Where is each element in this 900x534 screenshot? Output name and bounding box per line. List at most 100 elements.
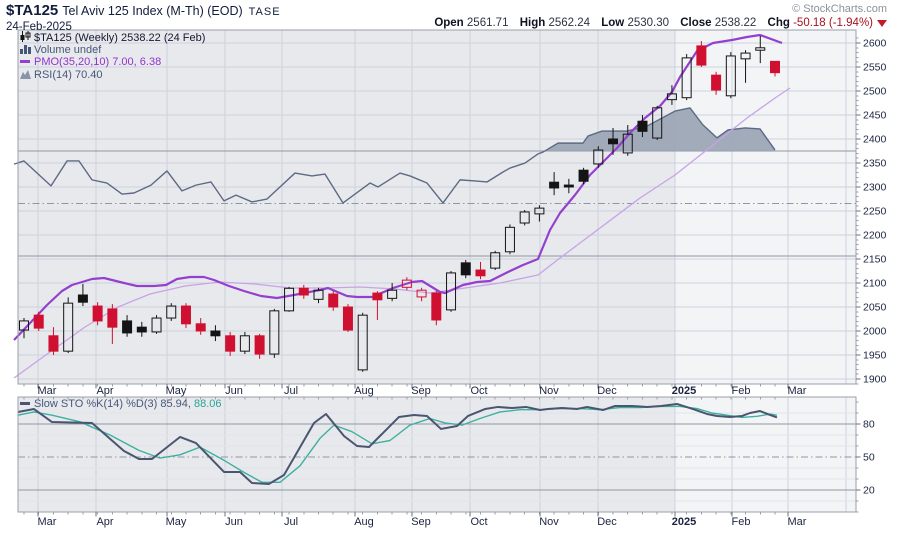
copyright-label: © StockCharts.com — [792, 3, 887, 15]
legend-symbol-line: $TA125 (Weekly) 2538.22 (24 Feb) — [34, 32, 206, 44]
chart-subheader: 24-Feb-2025 Open 2561.71 High 2562.24 Lo… — [6, 17, 894, 33]
candle — [136, 326, 147, 333]
candle — [195, 323, 206, 332]
exchange-label: TASE — [248, 6, 281, 18]
legend-sto-k: Slow STO %K(14) %D(3) 85.94, — [34, 398, 191, 410]
x-axis-label: Apr — [96, 516, 113, 528]
y-axis-label: 2600 — [863, 38, 887, 50]
y-axis-label: 80 — [863, 419, 875, 431]
candle — [239, 335, 250, 352]
x-axis-label: Mar — [788, 385, 807, 397]
close-label: Close — [680, 17, 712, 29]
y-axis-label: 1950 — [863, 350, 887, 362]
candle — [652, 107, 663, 139]
open-label: Open — [434, 17, 464, 29]
candle — [755, 47, 766, 51]
y-axis-label: 2050 — [863, 302, 887, 314]
y-axis-label: 2500 — [863, 86, 887, 98]
candle — [637, 120, 648, 132]
sto-background-2024 — [18, 397, 675, 512]
candle — [666, 93, 677, 101]
candle — [269, 310, 280, 355]
candle — [63, 302, 74, 352]
symbol-label: $TA125 — [6, 2, 59, 19]
x-axis-label: Dec — [597, 516, 617, 528]
y-axis-label: 2550 — [863, 62, 887, 74]
chart-header: $TA125 Tel Aviv 125 Index (M-Th) (EOD) TAS… — [6, 2, 894, 19]
x-axis-label: May — [166, 516, 187, 528]
candle — [534, 207, 545, 215]
pmo-signal-line — [13, 87, 791, 379]
x-axis-label: 2025 — [672, 516, 696, 528]
x-axis-label: Dec — [597, 385, 617, 397]
sto-background-2025 — [675, 397, 856, 512]
chart-date: 24-Feb-2025 — [6, 21, 72, 33]
x-axis-label: Mar — [38, 385, 57, 397]
page-title: Tel Aviv 125 Index (M-Th) (EOD) — [62, 4, 243, 18]
candle — [563, 184, 574, 188]
candle — [593, 149, 604, 165]
candle — [19, 320, 29, 331]
x-axis-label: Apr — [96, 385, 113, 397]
y-axis-label: 2250 — [863, 206, 887, 218]
candle — [416, 289, 427, 298]
candle — [431, 292, 442, 321]
candle — [622, 133, 633, 154]
chg-label: Chg — [767, 17, 790, 29]
ohlc-quote-row: Open 2561.71 High 2562.24 Low 2530.30 Cl… — [426, 17, 887, 29]
candle — [33, 314, 44, 329]
candle — [490, 252, 501, 269]
chg-value: -50.18 (-1.94%) — [793, 17, 873, 29]
sto-percent-k-line — [17, 402, 778, 485]
y-axis-label: 2450 — [863, 110, 887, 122]
candle — [549, 181, 560, 189]
x-axis-label: Aug — [354, 385, 374, 397]
y-axis-label: 2400 — [863, 134, 887, 146]
candle — [166, 305, 177, 319]
candle — [446, 272, 457, 311]
candle — [328, 293, 339, 308]
y-axis-label: 2350 — [863, 158, 887, 170]
candle — [372, 292, 383, 301]
rsi-area-icon — [20, 69, 31, 79]
y-axis-label: 50 — [863, 452, 875, 464]
candle — [387, 289, 398, 299]
x-axis-label: Nov — [539, 516, 559, 528]
y-axis-label: 2000 — [863, 326, 887, 338]
volume-bars-icon — [20, 44, 31, 54]
x-axis-label: May — [166, 385, 187, 397]
sto-border — [17, 396, 857, 513]
legend-volume-line: Volume undef — [34, 43, 102, 56]
open-value: 2561.71 — [466, 17, 509, 29]
candle — [504, 226, 515, 253]
legend-sto-d: 88.06 — [193, 398, 222, 410]
x-axis-label: Jun — [225, 385, 243, 397]
candle — [48, 335, 59, 352]
candle — [460, 262, 471, 276]
main-background-2025 — [675, 30, 856, 384]
legend-pmo-line: PMO(35,20,10) 7.00, 6.38 — [34, 56, 162, 68]
sto-panel-legend: Slow STO %K(14) %D(3) 85.94, 88.06 — [20, 398, 222, 411]
high-label: High — [519, 17, 546, 29]
y-axis-label: 2150 — [863, 254, 887, 266]
candle — [92, 305, 103, 322]
candle — [475, 269, 486, 277]
candle — [180, 305, 191, 325]
y-axis-label: 2200 — [863, 230, 887, 242]
candle — [210, 330, 221, 337]
x-axis-label: Feb — [732, 385, 751, 397]
candle — [578, 169, 589, 182]
low-label: Low — [601, 17, 625, 29]
candle — [151, 317, 162, 333]
candle — [770, 60, 781, 74]
candle — [313, 289, 324, 300]
y-axis-label: 20 — [863, 485, 875, 497]
main-chart-legend: $TA125 (Weekly) 2538.22 (24 Feb) Volume … — [20, 31, 205, 81]
candle — [254, 335, 265, 355]
candle — [77, 294, 88, 303]
candle — [284, 287, 295, 312]
y-axis-label: 2100 — [863, 278, 887, 290]
candle — [225, 335, 236, 352]
